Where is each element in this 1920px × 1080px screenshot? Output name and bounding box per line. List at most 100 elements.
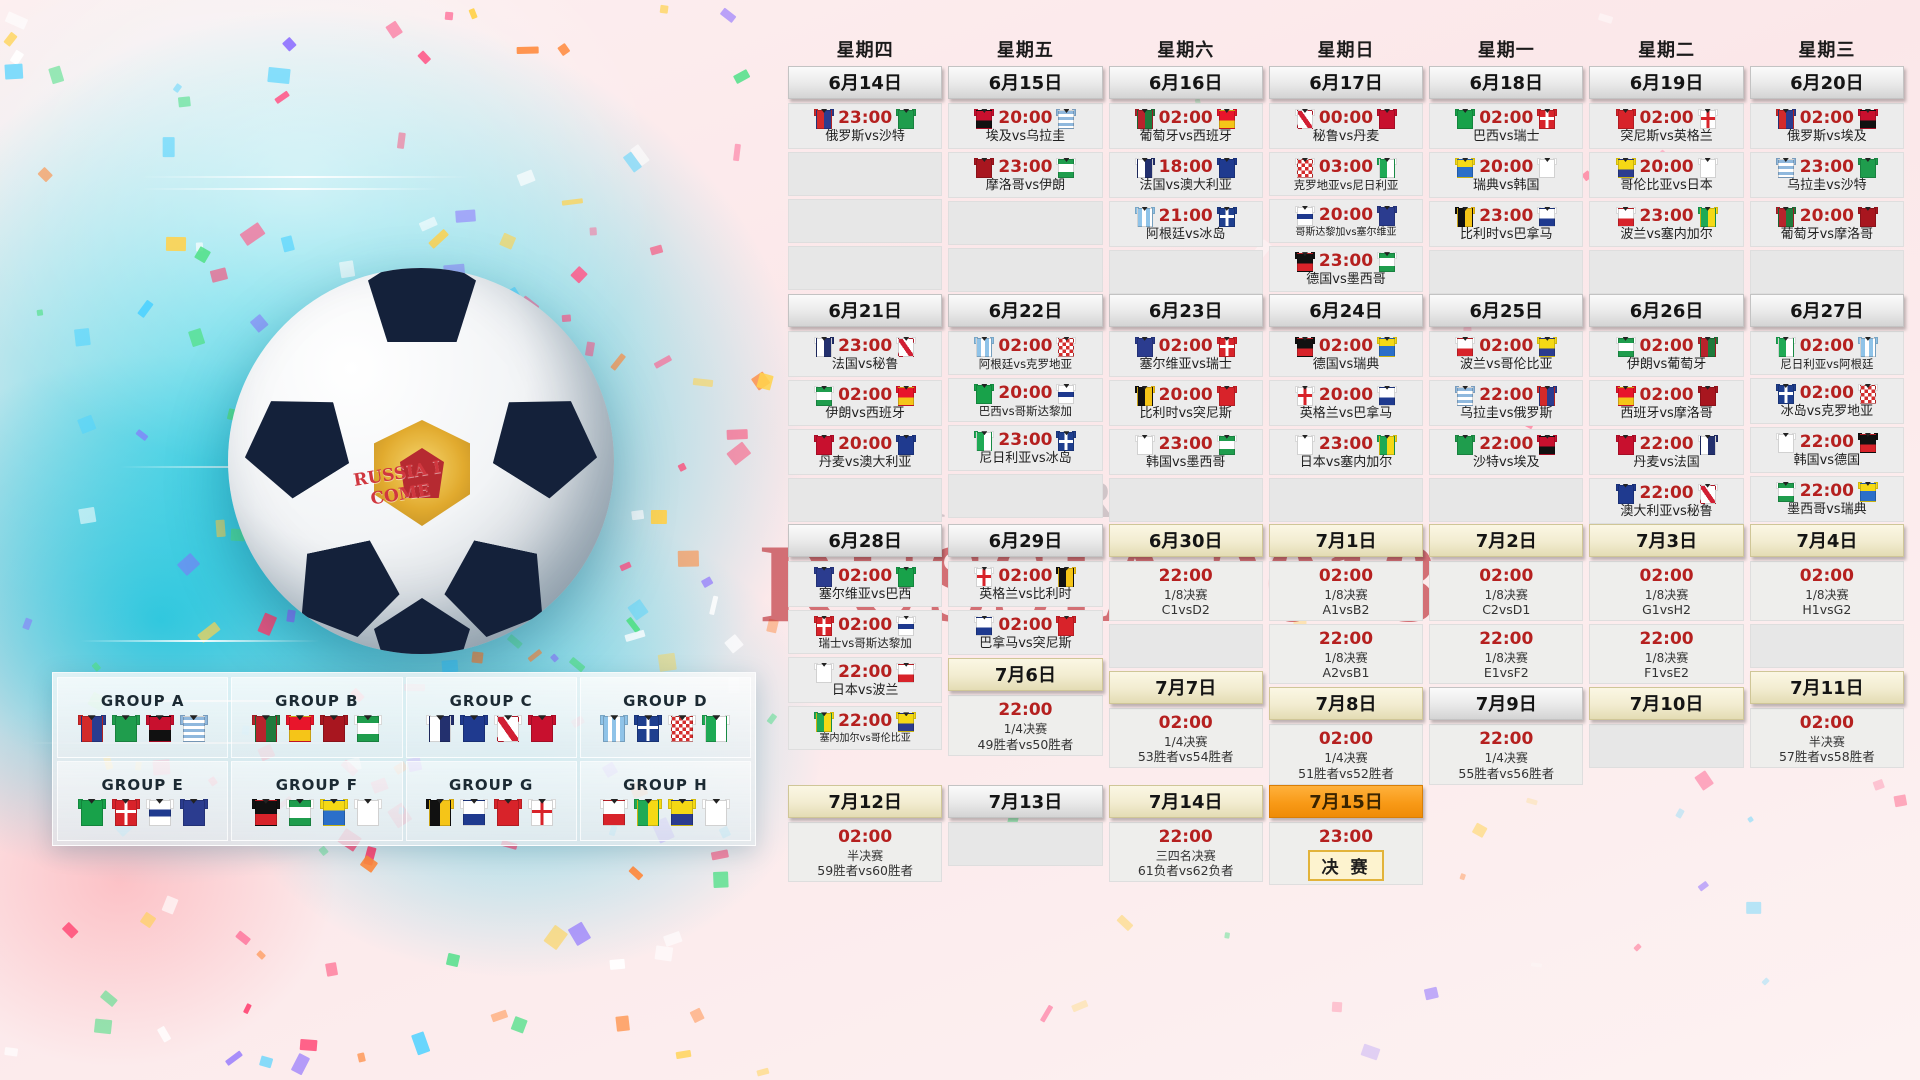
group-g[interactable]: GROUP G xyxy=(406,761,577,842)
date-header-7月13日[interactable]: 7月13日 xyxy=(948,785,1102,818)
date-header-6月16日[interactable]: 6月16日 xyxy=(1109,66,1263,99)
match-cell[interactable]: 02:00 英格兰vs比利时 xyxy=(948,561,1102,607)
match-cell[interactable]: 23:00 尼日利亚vs冰岛 xyxy=(948,425,1102,471)
match-cell[interactable]: 02:00 西班牙vs摩洛哥 xyxy=(1589,380,1743,426)
match-cell[interactable]: 20:00 丹麦vs澳大利亚 xyxy=(788,429,942,475)
match-knockout[interactable]: 02:00 1/8决赛 H1vsG2 xyxy=(1750,561,1904,621)
match-cell[interactable]: 20:00 哥斯达黎加vs塞尔维亚 xyxy=(1269,199,1423,243)
match-cell[interactable]: 00:00 秘鲁vs丹麦 xyxy=(1269,103,1423,149)
match-cell[interactable]: 20:00 瑞典vs韩国 xyxy=(1429,152,1583,198)
match-knockout[interactable]: 22:00 三四名决赛 61负者vs62负者 xyxy=(1109,822,1263,882)
group-a[interactable]: GROUP A xyxy=(57,677,228,758)
date-header-7月14日[interactable]: 7月14日 xyxy=(1109,785,1263,818)
date-header[interactable]: 7月6日 xyxy=(948,658,1102,691)
group-f[interactable]: GROUP F xyxy=(231,761,402,842)
date-header-6月25日[interactable]: 6月25日 xyxy=(1429,294,1583,327)
date-header-7月12日[interactable]: 7月12日 xyxy=(788,785,942,818)
group-h[interactable]: GROUP H xyxy=(580,761,751,842)
match-cell[interactable]: 18:00 法国vs澳大利亚 xyxy=(1109,152,1263,198)
match-knockout[interactable]: 22:00 1/8决赛 F1vsE2 xyxy=(1589,624,1743,684)
date-header-6月28日[interactable]: 6月28日 xyxy=(788,524,942,557)
match-cell[interactable]: 23:00 比利时vs巴拿马 xyxy=(1429,201,1583,247)
match-cell[interactable]: 23:00 法国vs秘鲁 xyxy=(788,331,942,377)
match-cell[interactable]: 02:00 突尼斯vs英格兰 xyxy=(1589,103,1743,149)
date-header-7月1日[interactable]: 7月1日 xyxy=(1269,524,1423,557)
match-knockout[interactable]: 02:00 1/8决赛 C2vsD1 xyxy=(1429,561,1583,621)
match-cell[interactable]: 20:00 巴西vs哥斯达黎加 xyxy=(948,378,1102,422)
match-knockout[interactable]: 22:00 1/8决赛 A2vsB1 xyxy=(1269,624,1423,684)
date-header-6月29日[interactable]: 6月29日 xyxy=(948,524,1102,557)
date-header[interactable]: 7月11日 xyxy=(1750,671,1904,704)
match-cell[interactable]: 23:00 俄罗斯vs沙特 xyxy=(788,103,942,149)
match-knockout[interactable]: 02:00 1/8决赛 G1vsH2 xyxy=(1589,561,1743,621)
match-cell[interactable]: 20:00 埃及vs乌拉圭 xyxy=(948,103,1102,149)
match-knockout[interactable]: 22:00 1/4决赛 55胜者vs56胜者 xyxy=(1429,724,1583,784)
match-cell[interactable]: 20:00 比利时vs突尼斯 xyxy=(1109,380,1263,426)
match-cell[interactable]: 02:00 德国vs瑞典 xyxy=(1269,331,1423,377)
date-header-6月23日[interactable]: 6月23日 xyxy=(1109,294,1263,327)
match-knockout[interactable]: 22:00 1/8决赛 C1vsD2 xyxy=(1109,561,1263,621)
match-cell[interactable]: 23:00 波兰vs塞内加尔 xyxy=(1589,201,1743,247)
match-cell[interactable]: 20:00 英格兰vs巴拿马 xyxy=(1269,380,1423,426)
match-cell[interactable]: 02:00 瑞士vs哥斯达黎加 xyxy=(788,610,942,654)
date-header[interactable]: 7月10日 xyxy=(1589,687,1743,720)
match-cell[interactable]: 22:00 丹麦vs法国 xyxy=(1589,429,1743,475)
match-cell[interactable]: 02:00 冰岛vs克罗地亚 xyxy=(1750,378,1904,424)
date-header-6月14日[interactable]: 6月14日 xyxy=(788,66,942,99)
match-cell[interactable]: 23:00 德国vs墨西哥 xyxy=(1269,246,1423,292)
match-cell[interactable]: 23:00 摩洛哥vs伊朗 xyxy=(948,152,1102,198)
group-b[interactable]: GROUP B xyxy=(231,677,402,758)
match-cell[interactable]: 23:00 日本vs塞内加尔 xyxy=(1269,429,1423,475)
match-knockout[interactable]: 02:00 1/8决赛 A1vsB2 xyxy=(1269,561,1423,621)
match-cell[interactable]: 02:00 塞尔维亚vs巴西 xyxy=(788,561,942,607)
match-cell[interactable]: 23:00 乌拉圭vs沙特 xyxy=(1750,152,1904,198)
group-d[interactable]: GROUP D xyxy=(580,677,751,758)
match-cell[interactable]: 02:00 阿根廷vs克罗地亚 xyxy=(948,331,1102,375)
group-c[interactable]: GROUP C xyxy=(406,677,577,758)
date-header-6月18日[interactable]: 6月18日 xyxy=(1429,66,1583,99)
match-final[interactable]: 23:00 决 赛 xyxy=(1269,822,1423,885)
date-header-6月26日[interactable]: 6月26日 xyxy=(1589,294,1743,327)
match-knockout[interactable]: 02:00 半决赛 57胜者vs58胜者 xyxy=(1750,708,1904,768)
date-header-6月19日[interactable]: 6月19日 xyxy=(1589,66,1743,99)
match-cell[interactable]: 02:00 巴拿马vs突尼斯 xyxy=(948,610,1102,656)
match-cell[interactable]: 22:00 塞内加尔vs哥伦比亚 xyxy=(788,706,942,750)
match-cell[interactable]: 02:00 俄罗斯vs埃及 xyxy=(1750,103,1904,149)
match-cell[interactable]: 22:00 沙特vs埃及 xyxy=(1429,429,1583,475)
date-header-6月20日[interactable]: 6月20日 xyxy=(1750,66,1904,99)
match-cell[interactable]: 02:00 尼日利亚vs阿根廷 xyxy=(1750,331,1904,375)
match-cell[interactable]: 21:00 阿根廷vs冰岛 xyxy=(1109,201,1263,247)
match-cell[interactable]: 02:00 巴西vs瑞士 xyxy=(1429,103,1583,149)
date-header-6月21日[interactable]: 6月21日 xyxy=(788,294,942,327)
date-header-6月27日[interactable]: 6月27日 xyxy=(1750,294,1904,327)
date-header-7月3日[interactable]: 7月3日 xyxy=(1589,524,1743,557)
match-cell[interactable]: 02:00 伊朗vs葡萄牙 xyxy=(1589,331,1743,377)
match-cell[interactable]: 22:00 韩国vs德国 xyxy=(1750,427,1904,473)
match-knockout[interactable]: 02:00 半决赛 59胜者vs60胜者 xyxy=(788,822,942,882)
match-cell[interactable]: 20:00 哥伦比亚vs日本 xyxy=(1589,152,1743,198)
date-header[interactable]: 7月8日 xyxy=(1269,687,1423,720)
match-cell[interactable]: 22:00 墨西哥vs瑞典 xyxy=(1750,476,1904,522)
match-knockout[interactable]: 02:00 1/4决赛 51胜者vs52胜者 xyxy=(1269,724,1423,784)
date-header-6月17日[interactable]: 6月17日 xyxy=(1269,66,1423,99)
group-e[interactable]: GROUP E xyxy=(57,761,228,842)
match-knockout[interactable]: 22:00 1/4决赛 49胜者vs50胜者 xyxy=(948,695,1102,755)
match-cell[interactable]: 02:00 葡萄牙vs西班牙 xyxy=(1109,103,1263,149)
match-cell[interactable]: 03:00 克罗地亚vs尼日利亚 xyxy=(1269,152,1423,196)
date-header-7月4日[interactable]: 7月4日 xyxy=(1750,524,1904,557)
match-cell[interactable]: 22:00 乌拉圭vs俄罗斯 xyxy=(1429,380,1583,426)
date-header-6月22日[interactable]: 6月22日 xyxy=(948,294,1102,327)
match-cell[interactable]: 23:00 韩国vs墨西哥 xyxy=(1109,429,1263,475)
date-header-7月15日[interactable]: 7月15日 xyxy=(1269,785,1423,818)
date-header[interactable]: 7月9日 xyxy=(1429,687,1583,720)
date-header-6月15日[interactable]: 6月15日 xyxy=(948,66,1102,99)
match-cell[interactable]: 22:00 日本vs波兰 xyxy=(788,657,942,703)
match-knockout[interactable]: 02:00 1/4决赛 53胜者vs54胜者 xyxy=(1109,708,1263,768)
match-cell[interactable]: 02:00 伊朗vs西班牙 xyxy=(788,380,942,426)
date-header-6月30日[interactable]: 6月30日 xyxy=(1109,524,1263,557)
date-header[interactable]: 7月7日 xyxy=(1109,671,1263,704)
date-header-7月2日[interactable]: 7月2日 xyxy=(1429,524,1583,557)
match-cell[interactable]: 20:00 葡萄牙vs摩洛哥 xyxy=(1750,201,1904,247)
match-cell[interactable]: 02:00 波兰vs哥伦比亚 xyxy=(1429,331,1583,377)
date-header-6月24日[interactable]: 6月24日 xyxy=(1269,294,1423,327)
